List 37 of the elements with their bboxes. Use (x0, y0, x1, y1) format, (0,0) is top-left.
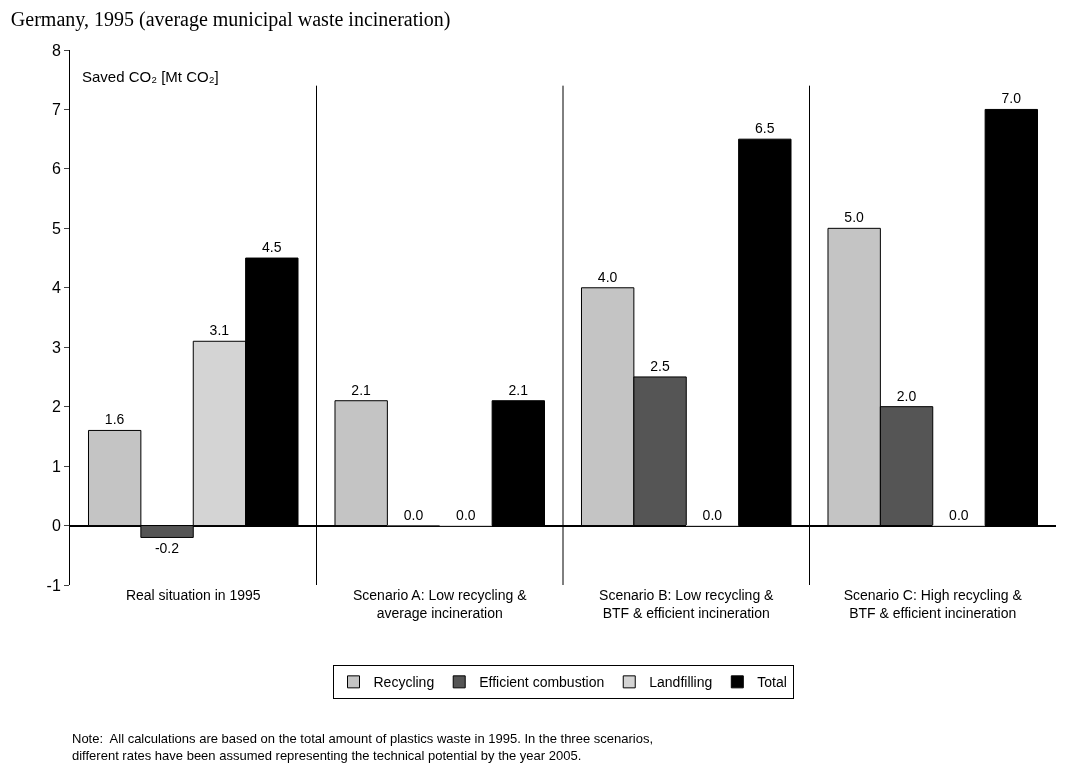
data-label: 3.1 (209, 322, 230, 339)
data-label: -0.2 (154, 540, 180, 557)
data-label: 2.1 (351, 381, 372, 398)
y-tick-label: 3 (51, 338, 61, 356)
data-label: 0.0 (949, 506, 969, 523)
data-label: 7.0 (1001, 90, 1022, 107)
data-label: 0.0 (456, 506, 476, 523)
legend-label: Total (757, 674, 787, 691)
data-label: 1.6 (104, 411, 125, 428)
x-tick-label: Scenario C: High recycling & BTF & efficient incineration (843, 587, 1023, 622)
data-label: 2.1 (508, 381, 529, 398)
x-tick-label: Scenario A: Low recycling & average incineration (352, 587, 528, 622)
y-tick-label: 6 (51, 160, 61, 178)
legend-label: Efficient combustion (479, 674, 605, 691)
chart-title: Germany, 1995 (average municipal waste incineration) (10, 7, 451, 31)
data-label: 5.0 (844, 209, 865, 226)
y-tick-label: -1 (46, 576, 61, 594)
data-label: 0.0 (403, 506, 424, 523)
data-label: 2.5 (650, 357, 670, 374)
y-tick-label: 5 (51, 219, 61, 237)
x-tick-label: Scenario B: Low recycling & BTF & efficient incineration (599, 587, 775, 622)
y-tick-label: 8 (51, 41, 61, 59)
y-tick-label: 4 (51, 279, 61, 297)
data-label: 2.0 (896, 387, 917, 404)
y-tick-label: 7 (51, 101, 61, 119)
data-label: 6.5 (754, 120, 775, 137)
y-axis-title: Saved CO₂ [Mt CO₂] (82, 68, 219, 85)
x-tick-label: Real situation in 1995 (125, 587, 261, 603)
y-tick-label: 0 (51, 517, 61, 535)
legend-label: Landfilling (649, 674, 713, 691)
data-label: 4.5 (261, 239, 282, 256)
data-label: 0.0 (702, 506, 723, 523)
y-tick-label: 1 (51, 457, 61, 475)
legend-label: Recycling (373, 674, 435, 691)
data-label: 4.0 (597, 268, 618, 285)
text: Note: All calculations are based on the total amount of plastics waste in 1995. In the three scenarios, different rates have been assumed representing the technical potential by the year 2005. (72, 731, 654, 763)
y-tick-label: 2 (51, 398, 61, 416)
